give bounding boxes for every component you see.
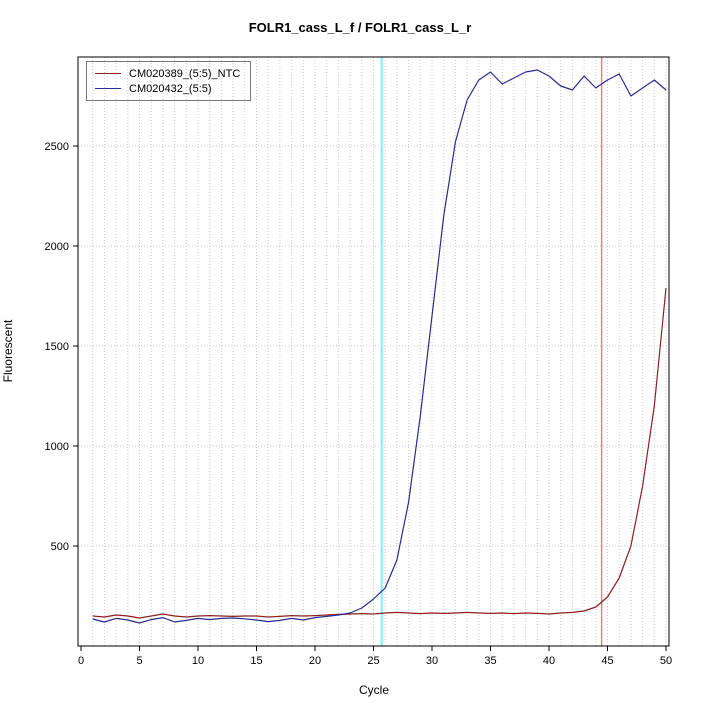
legend-label: CM020389_(5:5)_NTC (129, 67, 241, 80)
legend-item: CM020389_(5:5)_NTC (95, 66, 240, 81)
x-tick-label: 5 (136, 655, 142, 667)
y-tick-label: 1500 (45, 341, 69, 353)
x-tick-label: 10 (192, 655, 204, 667)
x-tick-label: 45 (601, 655, 613, 667)
legend-item: CM020432_(5:5) (95, 81, 240, 96)
y-tick-label: 2000 (45, 241, 69, 253)
x-tick-label: 50 (660, 655, 672, 667)
y-tick-label: 1000 (45, 441, 69, 453)
x-tick-label: 35 (484, 655, 496, 667)
x-tick-label: 30 (426, 655, 438, 667)
chart-title: FOLR1_cass_L_f / FOLR1_cass_L_r (248, 20, 472, 35)
x-axis-label: Cycle (358, 683, 389, 697)
series-line (92, 287, 667, 619)
series-line (92, 69, 667, 624)
y-tick-label: 500 (51, 541, 69, 553)
x-tick-label: 20 (309, 655, 321, 667)
legend-label: CM020432_(5:5) (129, 82, 212, 95)
x-tick-label: 0 (78, 655, 84, 667)
x-tick-label: 25 (367, 655, 379, 667)
x-tick-label: 40 (543, 655, 555, 667)
legend-line-sample (95, 73, 121, 74)
x-tick-label: 15 (250, 655, 262, 667)
y-tick-label: 2500 (45, 141, 69, 153)
legend-line-sample (95, 88, 121, 89)
legend: CM020389_(5:5)_NTC CM020432_(5:5) (86, 61, 252, 101)
